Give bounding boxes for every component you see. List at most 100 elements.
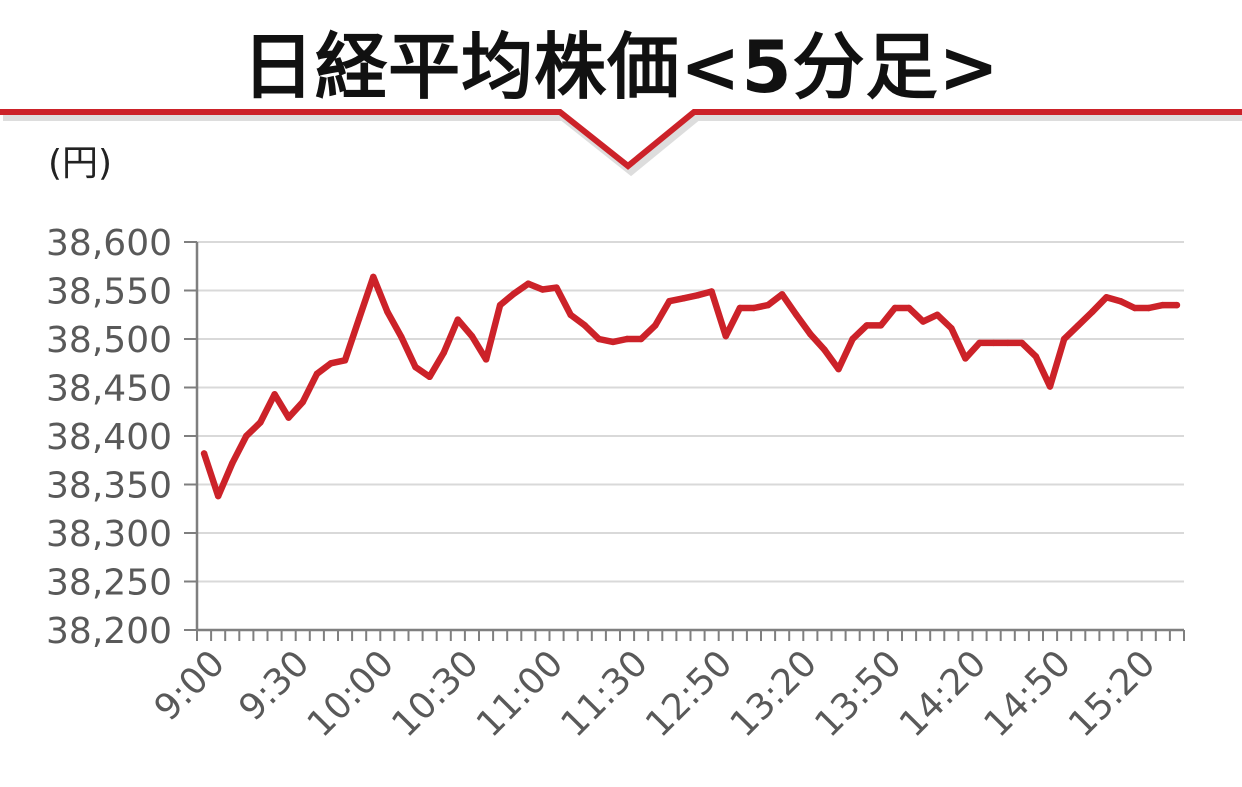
data-point (1117, 298, 1124, 305)
data-point (426, 373, 433, 380)
y-tick-label: 38,350 (46, 466, 172, 507)
series-group (200, 273, 1181, 500)
data-point (778, 291, 786, 298)
data-point (1046, 383, 1054, 390)
axes (195, 242, 1185, 641)
data-point (637, 335, 645, 343)
data-point (384, 308, 391, 315)
banner-line (0, 109, 1242, 170)
y-tick-label: 38,450 (46, 369, 172, 410)
data-point (440, 349, 447, 356)
data-point (750, 304, 758, 312)
data-point (257, 419, 264, 426)
data-point (849, 335, 856, 343)
data-point (243, 432, 250, 440)
data-point (341, 357, 349, 364)
y-unit-label: (円) (48, 143, 112, 184)
x-tick-label: 13:20 (723, 643, 825, 745)
data-point (708, 288, 715, 295)
data-point (948, 325, 955, 332)
data-point (1103, 294, 1110, 301)
data-point (595, 335, 602, 343)
data-point (863, 322, 870, 329)
data-point (919, 318, 927, 325)
data-point (891, 304, 899, 312)
data-point (976, 339, 983, 347)
data-point (285, 414, 292, 421)
data-point (581, 322, 588, 329)
y-tick-label: 38,600 (46, 223, 172, 264)
data-point (496, 301, 504, 309)
x-tick-label: 14:50 (977, 643, 1079, 745)
data-point (905, 304, 913, 312)
data-point (525, 280, 532, 287)
data-point (623, 335, 631, 343)
data-point (680, 295, 687, 302)
y-tick-label: 38,400 (46, 417, 172, 458)
data-point (694, 292, 701, 299)
data-point (736, 304, 744, 312)
chart-title: 日経平均株価<5分足> (242, 25, 1000, 109)
data-point (454, 316, 461, 323)
data-point (299, 398, 306, 406)
x-tick-label: 15:20 (1061, 643, 1163, 745)
data-point (553, 284, 560, 291)
data-point (1004, 339, 1011, 347)
data-point (609, 338, 617, 346)
data-point (1131, 304, 1138, 312)
y-tick-labels: 38,200 38,250 38,300 38,350 38,400 38,450 38,5… (46, 223, 172, 652)
data-point (1061, 335, 1068, 343)
gridlines (184, 241, 1184, 631)
data-point (793, 311, 800, 318)
data-point (200, 450, 208, 457)
data-point (1145, 304, 1153, 312)
data-point (1032, 353, 1040, 360)
data-point (1018, 339, 1026, 347)
data-point (482, 356, 490, 363)
data-point (355, 315, 363, 322)
data-point (877, 322, 885, 329)
x-tick-label: 12:50 (638, 643, 740, 745)
y-tick-label: 38,500 (46, 320, 172, 361)
data-point (412, 363, 419, 371)
data-point (1075, 322, 1082, 329)
data-point (327, 360, 335, 367)
title-banner (0, 109, 1242, 177)
x-tick-label: 11:00 (469, 643, 571, 745)
x-tick-label: 10:00 (300, 643, 402, 745)
data-point (370, 273, 377, 281)
series-line (200, 273, 1181, 500)
x-tick-labels: 9:009:3010:0010:3011:0011:3012:5013:2013… (147, 643, 1164, 745)
x-tick-label: 11:30 (554, 643, 656, 745)
y-tick-label: 38,300 (46, 514, 172, 555)
data-point (215, 492, 222, 500)
data-point (722, 332, 729, 340)
data-point (1173, 301, 1181, 309)
x-tick-label: 13:50 (807, 643, 909, 745)
data-point (313, 370, 321, 378)
y-tick-label: 38,200 (46, 611, 172, 652)
data-point (821, 346, 828, 353)
data-point (539, 286, 546, 293)
data-point (666, 298, 673, 305)
data-point (807, 331, 814, 338)
y-tick-label: 38,250 (46, 563, 172, 604)
data-point (398, 333, 405, 341)
data-point (1089, 308, 1096, 315)
y-tick-label: 38,550 (46, 272, 172, 313)
data-point (1159, 301, 1167, 309)
data-point (764, 301, 772, 309)
data-point (271, 391, 278, 398)
x-tick-label: 10:30 (384, 643, 486, 745)
data-point (229, 460, 236, 467)
data-point (934, 311, 941, 318)
data-point (990, 339, 997, 347)
x-tick-label: 9:00 (147, 643, 233, 729)
data-point (468, 332, 476, 340)
banner-shadow (3, 113, 1242, 177)
data-point (835, 365, 842, 373)
data-point (962, 355, 969, 362)
data-point (567, 311, 574, 318)
data-point (652, 322, 659, 329)
